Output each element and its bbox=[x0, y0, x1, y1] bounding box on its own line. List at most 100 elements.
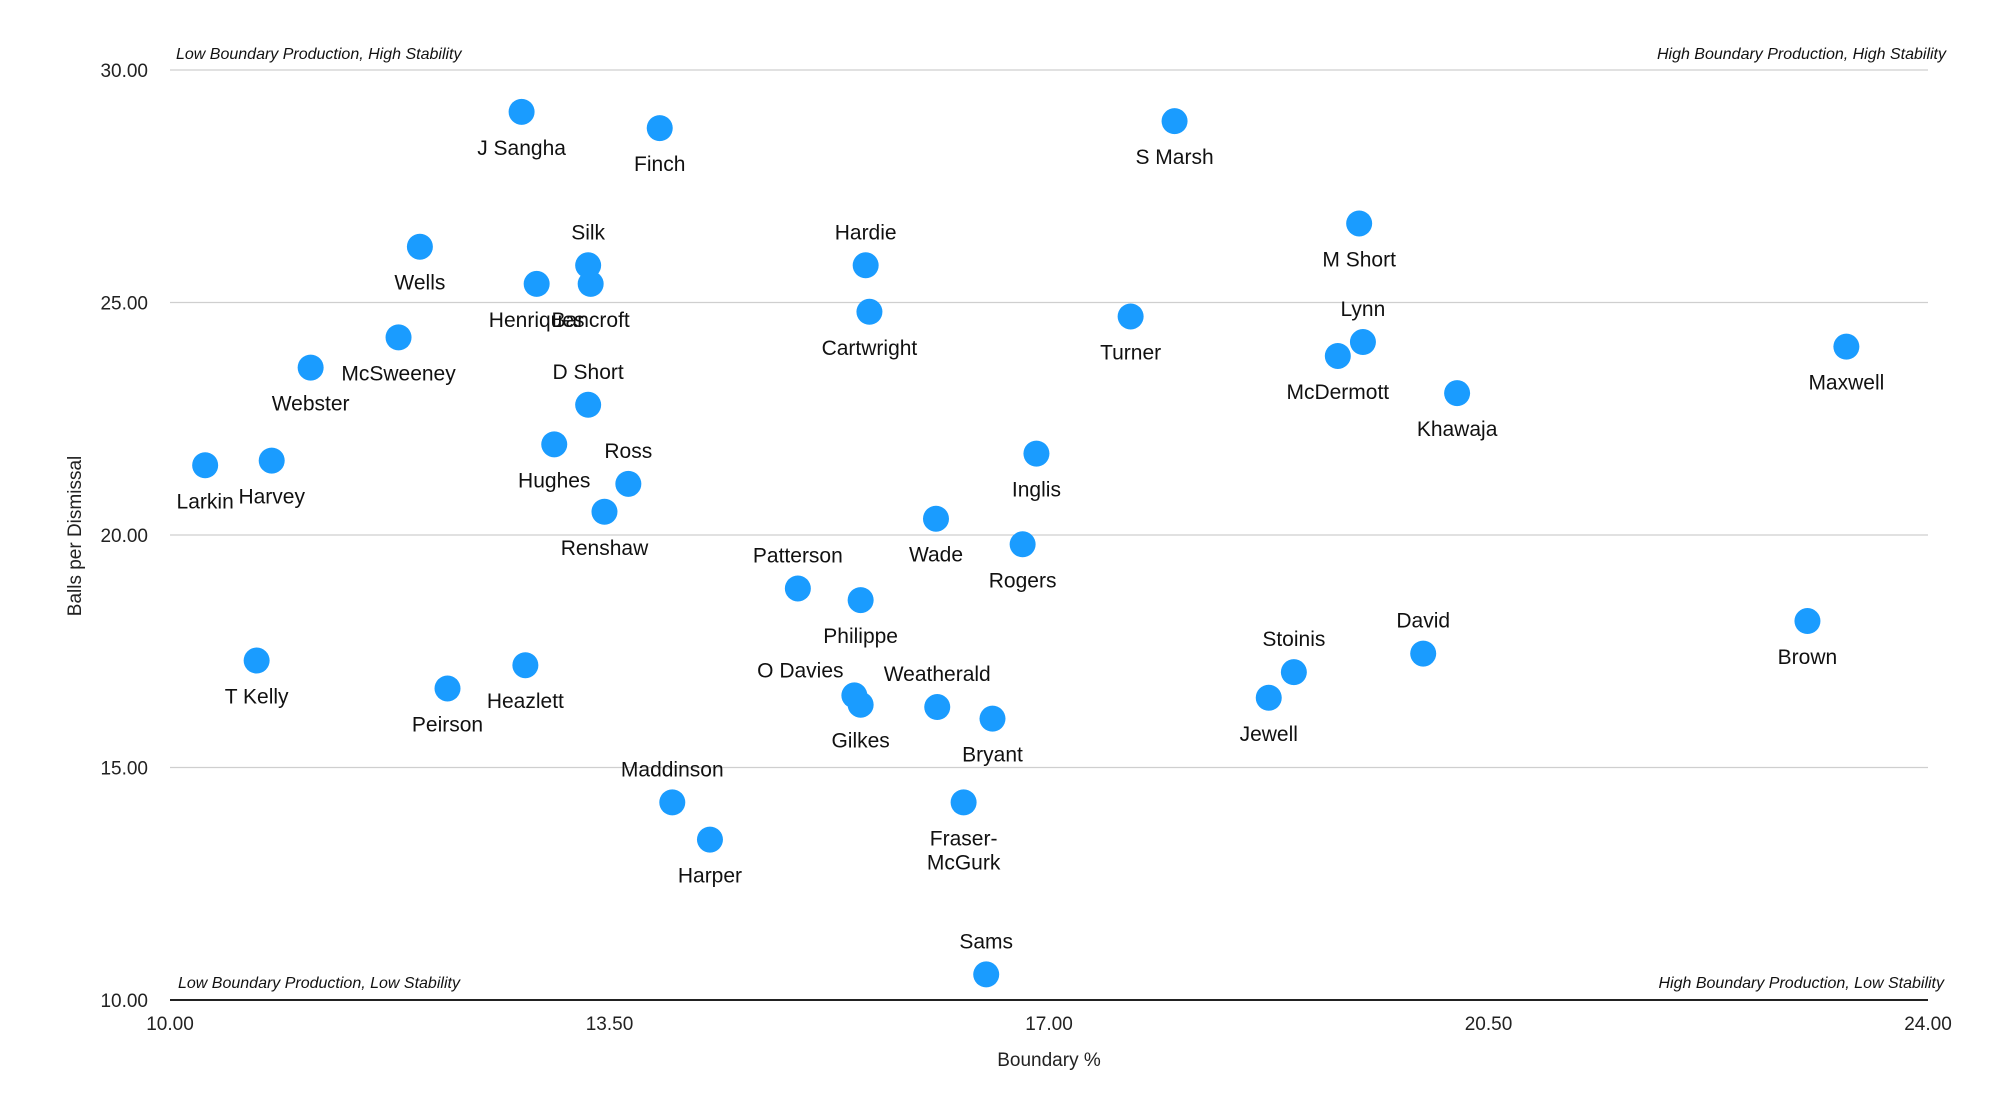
point-label-rogers: Rogers bbox=[989, 569, 1057, 592]
x-tick-label: 17.00 bbox=[1025, 1014, 1073, 1035]
point-label-ross: Ross bbox=[604, 440, 652, 463]
point-label-mcsweeney: McSweeney bbox=[341, 362, 456, 385]
x-axis-title: Boundary % bbox=[997, 1050, 1101, 1071]
point-inglis bbox=[1023, 440, 1050, 467]
point-mcsweeney bbox=[385, 324, 412, 351]
axes: 10.00 15.00 20.00 25.00 30.00 10.00 13.50 17.00… bbox=[100, 61, 1951, 1035]
y-tick-label: 20.00 bbox=[100, 526, 148, 547]
point-label-silk: Silk bbox=[571, 221, 605, 244]
point-label-d-short: D Short bbox=[553, 361, 624, 384]
point-label-inglis: Inglis bbox=[1012, 479, 1061, 502]
y-tick-label: 10.00 bbox=[100, 991, 148, 1012]
point-heazlett bbox=[512, 652, 539, 679]
point-label-harvey: Harvey bbox=[238, 486, 305, 509]
point-label-larkin: Larkin bbox=[177, 490, 234, 513]
point-label-heazlett: Heazlett bbox=[487, 690, 564, 713]
point-jewell bbox=[1255, 684, 1282, 711]
point-weatherald bbox=[924, 694, 951, 721]
x-tick-label: 24.00 bbox=[1904, 1014, 1952, 1035]
y-axis-title: Balls per Dismissal bbox=[65, 456, 86, 616]
quadrant-label-top-left: Low Boundary Production, High Stability bbox=[176, 46, 462, 63]
point-label-maxwell: Maxwell bbox=[1808, 372, 1884, 395]
point-mcdermott bbox=[1324, 342, 1351, 369]
point-finch bbox=[646, 115, 673, 142]
point-fraser-mcgurk bbox=[950, 789, 977, 816]
point-hughes bbox=[541, 431, 568, 458]
gridlines bbox=[170, 69, 1928, 769]
point-label-fraser-mcgurk: Fraser-McGurk bbox=[927, 827, 1001, 874]
point-label-s-marsh: S Marsh bbox=[1135, 146, 1213, 169]
point-philippe bbox=[847, 587, 874, 614]
point-wells bbox=[406, 233, 433, 260]
y-tick-label: 15.00 bbox=[100, 759, 148, 780]
point-s-marsh bbox=[1161, 108, 1188, 135]
point-label-sams: Sams bbox=[959, 930, 1013, 953]
point-harper bbox=[696, 826, 723, 853]
point-label-gilkes: Gilkes bbox=[831, 730, 889, 753]
x-tick-label: 13.50 bbox=[586, 1014, 634, 1035]
point-label-renshaw: Renshaw bbox=[561, 537, 649, 560]
point-label-hughes: Hughes bbox=[518, 469, 590, 492]
point-gilkes bbox=[847, 691, 874, 718]
point-label-hardie: Hardie bbox=[835, 221, 897, 244]
point-label-philippe: Philippe bbox=[823, 625, 898, 648]
point-maddinson bbox=[659, 789, 686, 816]
point-david bbox=[1410, 640, 1437, 667]
point-label-harper: Harper bbox=[678, 865, 742, 888]
point-label-jewell: Jewell bbox=[1240, 723, 1298, 746]
point-wade bbox=[922, 505, 949, 532]
point-label-weatherald: Weatherald bbox=[884, 663, 991, 686]
point-henriques bbox=[523, 270, 550, 297]
point-label-wade: Wade bbox=[909, 544, 963, 567]
point-patterson bbox=[784, 575, 811, 602]
point-bryant bbox=[979, 705, 1006, 732]
point-label-turner: Turner bbox=[1100, 341, 1161, 364]
point-label-lynn: Lynn bbox=[1341, 298, 1386, 321]
point-cartwright bbox=[856, 298, 883, 325]
point-larkin bbox=[192, 452, 219, 479]
point-m-short bbox=[1346, 210, 1373, 237]
point-harvey bbox=[258, 447, 285, 474]
point-khawaja bbox=[1444, 380, 1471, 407]
point-label-o-davies: O Davies bbox=[757, 659, 843, 682]
point-bancroft bbox=[577, 270, 604, 297]
y-tick-label: 30.00 bbox=[100, 61, 148, 82]
point-label-t-kelly: T Kelly bbox=[225, 686, 289, 709]
y-tick-label: 25.00 bbox=[100, 294, 148, 315]
point-label-webster: Webster bbox=[272, 393, 350, 416]
point-label-mcdermott: McDermott bbox=[1286, 381, 1389, 404]
point-stoinis bbox=[1280, 659, 1307, 686]
point-label-brown: Brown bbox=[1778, 646, 1838, 669]
x-tick-label: 10.00 bbox=[146, 1014, 194, 1035]
quadrant-label-bottom-left: Low Boundary Production, Low Stability bbox=[178, 975, 461, 992]
point-lynn bbox=[1349, 329, 1376, 356]
quadrant-label-bottom-right: High Boundary Production, Low Stability bbox=[1659, 975, 1945, 992]
point-label-bryant: Bryant bbox=[962, 744, 1023, 767]
point-labels: J Sangha Finch S Marsh Wells Silk HenriquesBa… bbox=[177, 137, 1885, 954]
point-label-bancroft: Bancroft bbox=[552, 309, 630, 332]
point-d-short bbox=[575, 391, 602, 418]
point-label-j-sangha: J Sangha bbox=[477, 137, 566, 160]
axis-titles: Boundary % Balls per Dismissal bbox=[65, 456, 1101, 1071]
x-tick-label: 20.50 bbox=[1465, 1014, 1513, 1035]
point-peirson bbox=[434, 675, 461, 702]
point-label-khawaja: Khawaja bbox=[1417, 418, 1498, 441]
point-label-patterson: Patterson bbox=[753, 544, 843, 567]
quadrant-labels: Low Boundary Production, High Stability … bbox=[176, 46, 1947, 992]
point-t-kelly bbox=[243, 647, 270, 674]
data-points bbox=[192, 98, 1860, 988]
point-label-wells: Wells bbox=[394, 272, 445, 295]
point-hardie bbox=[852, 252, 879, 279]
point-rogers bbox=[1009, 531, 1036, 558]
point-label-david: David bbox=[1396, 610, 1450, 633]
point-j-sangha bbox=[508, 98, 535, 125]
point-ross bbox=[615, 470, 642, 497]
point-webster bbox=[297, 354, 324, 381]
point-label-finch: Finch bbox=[634, 153, 685, 176]
point-brown bbox=[1794, 608, 1821, 635]
point-renshaw bbox=[591, 498, 618, 525]
point-label-cartwright: Cartwright bbox=[822, 337, 918, 360]
quadrant-label-top-right: High Boundary Production, High Stability bbox=[1657, 46, 1947, 63]
